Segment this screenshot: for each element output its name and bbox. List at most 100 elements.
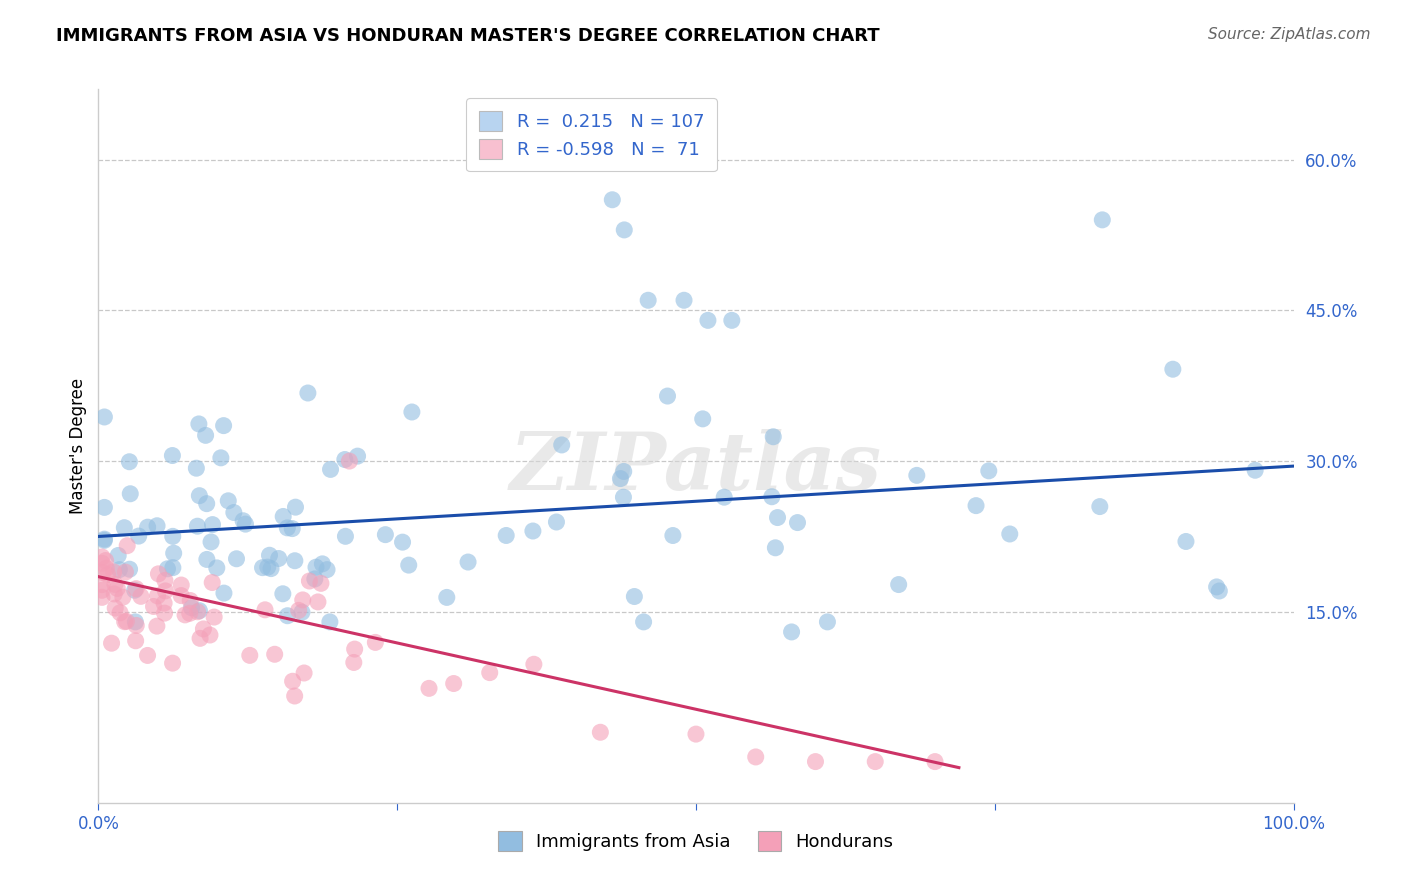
Point — [364, 635, 387, 649]
Point — [298, 574, 321, 588]
Legend: Immigrants from Asia, Hondurans: Immigrants from Asia, Hondurans — [491, 823, 901, 858]
Point — [398, 558, 420, 573]
Point — [174, 607, 197, 622]
Point — [136, 648, 159, 663]
Point — [319, 462, 342, 476]
Point — [163, 546, 186, 560]
Point — [602, 193, 624, 207]
Point — [111, 590, 134, 604]
Point — [153, 606, 176, 620]
Point — [195, 552, 218, 566]
Point — [179, 607, 201, 621]
Point — [146, 619, 169, 633]
Point — [118, 562, 141, 576]
Point — [187, 605, 209, 619]
Point — [662, 528, 685, 542]
Point — [103, 587, 125, 601]
Point — [551, 438, 574, 452]
Point — [623, 590, 645, 604]
Point — [311, 557, 333, 571]
Point — [865, 755, 887, 769]
Point — [212, 418, 235, 433]
Point — [263, 647, 285, 661]
Point — [887, 577, 910, 591]
Point — [91, 566, 114, 580]
Point — [692, 412, 714, 426]
Point — [745, 750, 768, 764]
Point — [195, 497, 218, 511]
Point — [188, 489, 211, 503]
Point — [697, 313, 720, 327]
Point — [125, 582, 148, 596]
Point — [763, 541, 786, 555]
Point — [104, 577, 127, 591]
Point — [186, 519, 208, 533]
Point — [613, 465, 636, 479]
Point — [91, 577, 114, 591]
Point — [146, 518, 169, 533]
Point — [786, 516, 808, 530]
Point — [713, 490, 735, 504]
Point — [761, 490, 783, 504]
Point — [148, 566, 170, 581]
Point — [267, 551, 290, 566]
Point — [291, 605, 314, 619]
Point — [201, 575, 224, 590]
Point — [142, 599, 165, 614]
Point — [271, 587, 294, 601]
Point — [762, 430, 785, 444]
Point — [200, 535, 222, 549]
Point — [201, 517, 224, 532]
Point — [1088, 500, 1111, 514]
Text: ZIPatlas: ZIPatlas — [510, 429, 882, 506]
Point — [924, 755, 946, 769]
Point — [1161, 362, 1184, 376]
Point — [112, 521, 135, 535]
Point — [217, 493, 239, 508]
Point — [115, 539, 138, 553]
Point — [401, 405, 423, 419]
Point — [162, 560, 184, 574]
Point — [613, 223, 636, 237]
Point — [118, 455, 141, 469]
Point — [1208, 584, 1230, 599]
Point — [91, 549, 114, 564]
Point — [253, 603, 276, 617]
Point — [114, 615, 136, 629]
Point — [93, 409, 115, 424]
Point — [115, 615, 138, 629]
Point — [180, 600, 202, 615]
Point — [129, 590, 152, 604]
Point — [97, 567, 120, 582]
Point — [146, 589, 169, 603]
Point — [124, 615, 146, 629]
Point — [523, 657, 546, 672]
Point — [281, 674, 304, 689]
Text: IMMIGRANTS FROM ASIA VS HONDURAN MASTER'S DEGREE CORRELATION CHART: IMMIGRANTS FROM ASIA VS HONDURAN MASTER'… — [56, 27, 880, 45]
Point — [108, 606, 131, 620]
Y-axis label: Master's Degree: Master's Degree — [69, 378, 87, 514]
Point — [232, 514, 254, 528]
Point — [637, 293, 659, 308]
Point — [522, 524, 544, 538]
Point — [1205, 580, 1227, 594]
Point — [284, 500, 307, 515]
Point — [93, 533, 115, 548]
Point — [100, 636, 122, 650]
Point — [319, 615, 342, 629]
Point — [125, 618, 148, 632]
Point — [187, 417, 209, 431]
Point — [333, 452, 356, 467]
Point — [297, 386, 319, 401]
Point — [804, 755, 827, 769]
Point — [212, 586, 235, 600]
Point — [202, 610, 225, 624]
Point — [335, 529, 357, 543]
Point — [162, 529, 184, 543]
Point — [156, 562, 179, 576]
Point — [186, 461, 208, 475]
Point — [252, 560, 274, 574]
Point — [205, 561, 228, 575]
Point — [343, 656, 366, 670]
Point — [673, 293, 696, 308]
